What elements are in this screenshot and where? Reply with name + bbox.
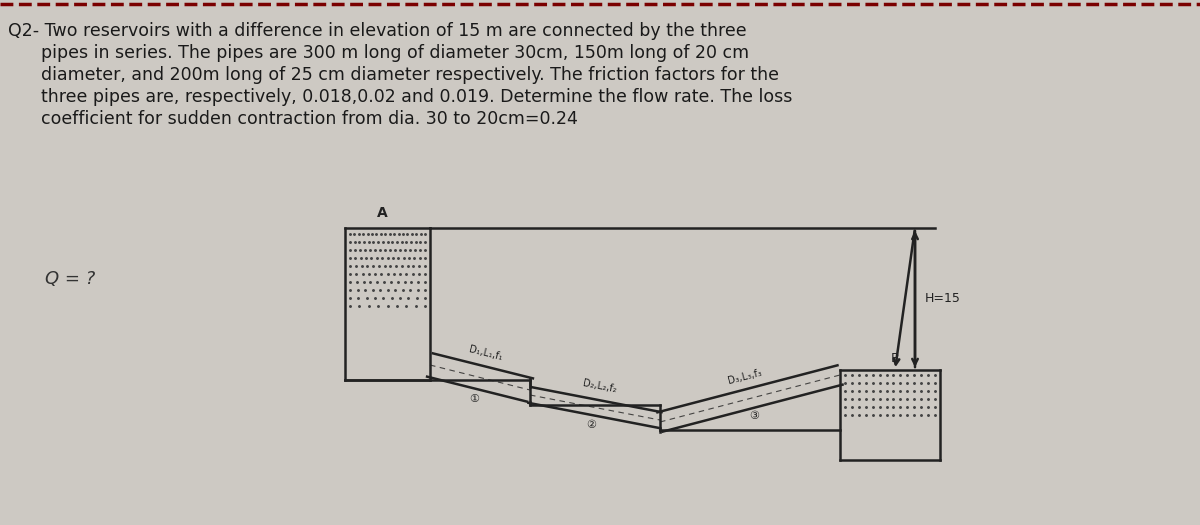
Text: D₁,L₁,f₁: D₁,L₁,f₁ [468, 344, 504, 362]
Text: coefficient for sudden contraction from dia. 30 to 20cm=0.24: coefficient for sudden contraction from … [8, 110, 578, 128]
Text: Q2- Two reservoirs with a difference in elevation of 15 m are connected by the t: Q2- Two reservoirs with a difference in … [8, 22, 746, 40]
Text: Q = ?: Q = ? [46, 270, 95, 288]
Text: ②: ② [587, 420, 596, 430]
Text: three pipes are, respectively, 0.018,0.02 and 0.019. Determine the flow rate. Th: three pipes are, respectively, 0.018,0.0… [8, 88, 792, 106]
Text: diameter, and 200m long of 25 cm diameter respectively. The friction factors for: diameter, and 200m long of 25 cm diamete… [8, 66, 779, 84]
Text: D₃,L₃,f₃: D₃,L₃,f₃ [726, 368, 762, 386]
Text: pipes in series. The pipes are 300 m long of diameter 30cm, 150m long of 20 cm: pipes in series. The pipes are 300 m lon… [8, 44, 749, 62]
Text: B: B [890, 352, 899, 365]
Text: D₂,L₂,f₂: D₂,L₂,f₂ [581, 378, 617, 394]
Text: ③: ③ [750, 411, 760, 421]
Text: A: A [377, 206, 388, 220]
Text: ①: ① [469, 394, 480, 404]
Text: H=15: H=15 [925, 292, 961, 306]
